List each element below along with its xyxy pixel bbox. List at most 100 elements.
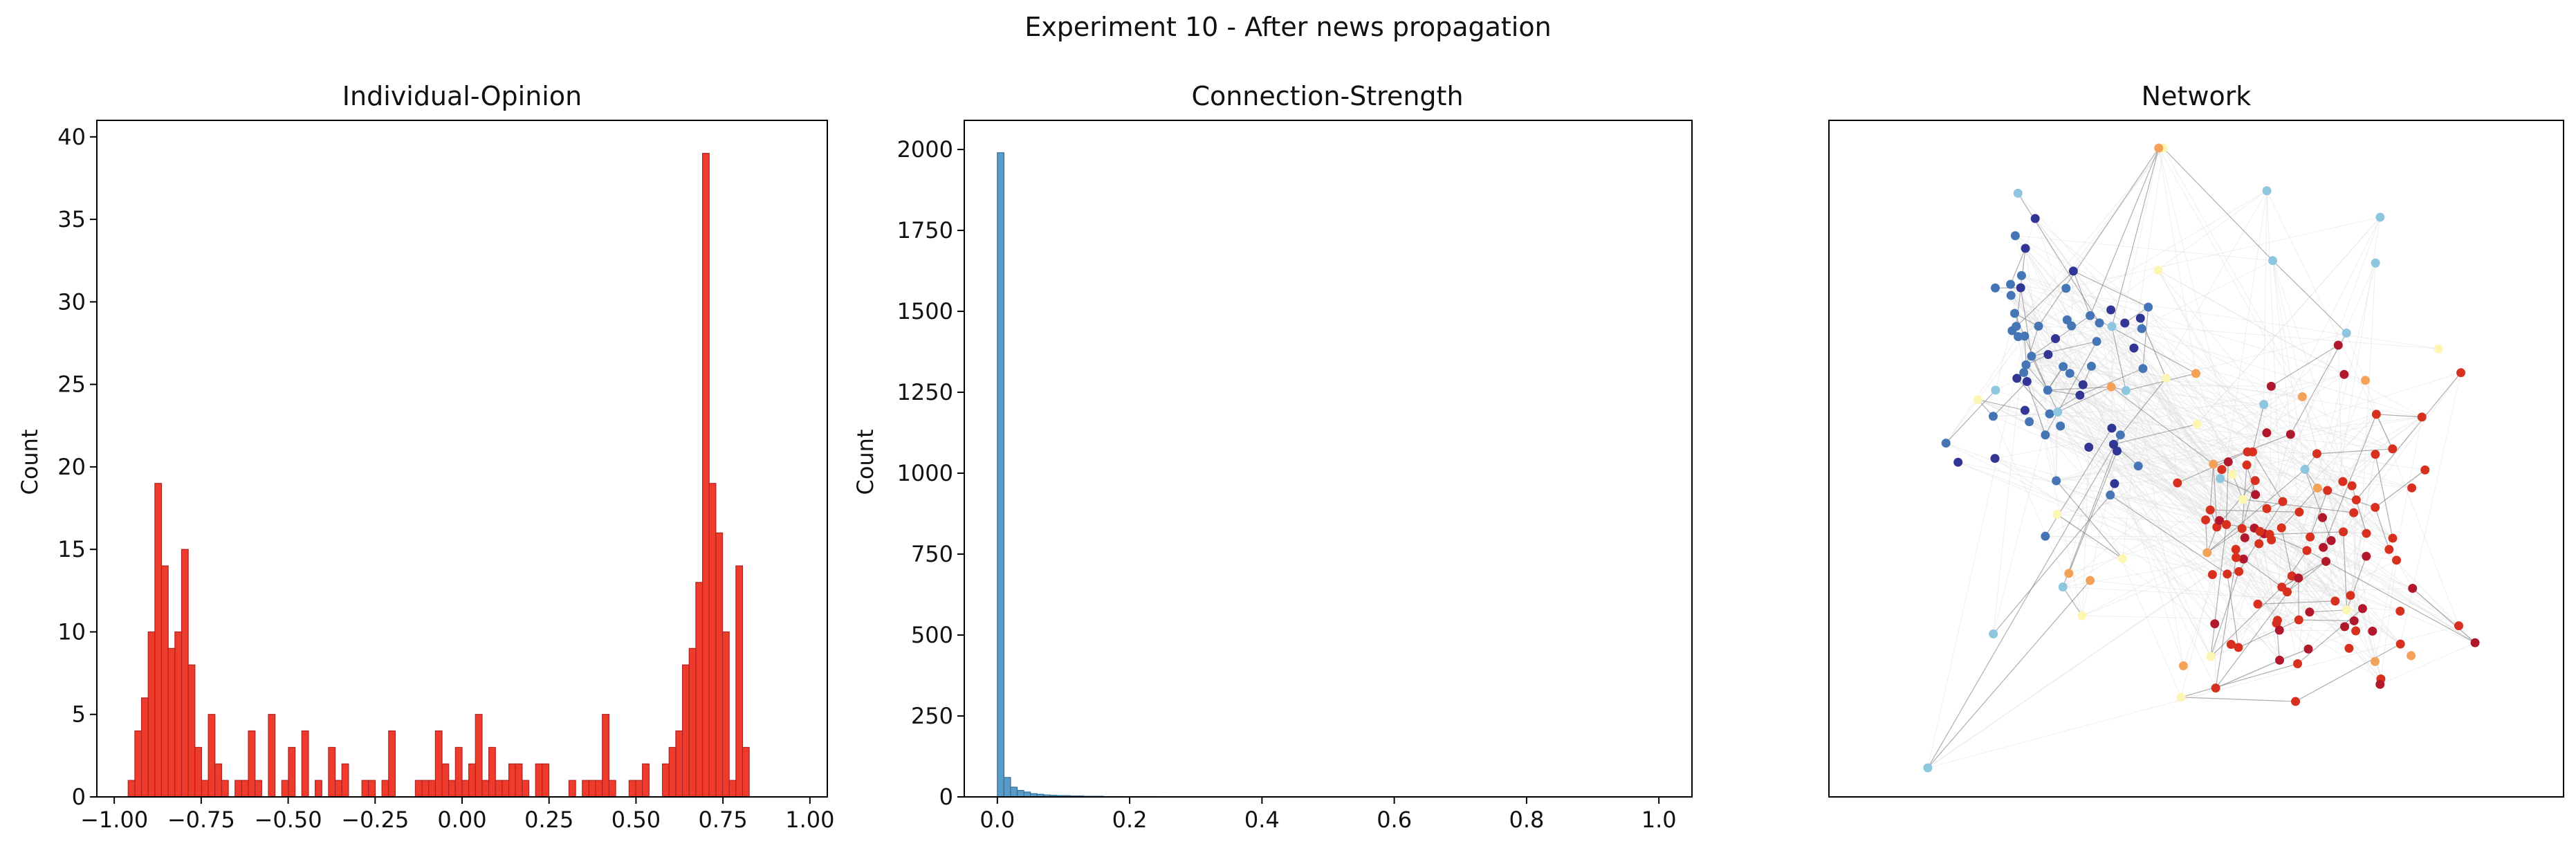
network-node <box>2030 214 2040 223</box>
network-background-edge <box>2124 322 2184 666</box>
network-node <box>2138 364 2148 374</box>
histogram-bar <box>414 780 423 798</box>
histogram-bar <box>234 780 242 798</box>
histogram-bar <box>688 647 697 798</box>
network-node <box>2113 446 2122 456</box>
network-background-edge <box>2117 450 2218 528</box>
network-background-edge <box>2021 275 2142 329</box>
network-node <box>2014 332 2023 342</box>
network-node <box>2216 474 2225 484</box>
network-background-edge <box>2029 309 2111 422</box>
network-node <box>2340 622 2350 632</box>
network-node <box>2202 548 2212 558</box>
network-edge <box>2270 531 2344 535</box>
network-background-edge <box>2259 531 2401 645</box>
histogram-bar <box>1016 790 1024 798</box>
network-node <box>2407 651 2416 661</box>
network-background-edge <box>2355 630 2375 662</box>
network-edge <box>1993 495 2111 634</box>
y-tick-label: 30 <box>57 288 86 315</box>
network-background-edge <box>2180 574 2213 698</box>
network-node <box>2020 405 2030 415</box>
histogram-bar <box>608 780 616 798</box>
network-node <box>2050 334 2060 344</box>
network-background-edge <box>1993 416 2270 535</box>
histogram-bar <box>167 647 176 798</box>
network-node <box>1991 385 2000 395</box>
network-edge <box>2355 372 2462 501</box>
network-background-edge <box>2266 263 2376 509</box>
network-background-edge <box>2266 190 2282 528</box>
network-edge <box>2290 333 2347 435</box>
network-background-edge <box>2353 513 2357 632</box>
network-background-edge <box>2337 344 2344 532</box>
network-node <box>2231 544 2241 554</box>
network-node <box>1988 412 1998 421</box>
network-node <box>2121 386 2131 396</box>
network-edge <box>2310 490 2328 537</box>
network-background-edge <box>2110 495 2239 572</box>
network-node <box>2043 350 2053 360</box>
network-edge <box>2073 270 2149 308</box>
network-node <box>2266 381 2276 391</box>
network-background-edge <box>2380 642 2476 685</box>
network-node <box>2420 465 2430 475</box>
network-edge <box>2241 480 2256 529</box>
network-background-edge <box>2020 287 2216 688</box>
histogram-bar <box>288 746 296 798</box>
histogram-bar <box>134 730 142 798</box>
network-background-edge <box>2018 190 2267 338</box>
network-background-edge <box>2034 218 2135 349</box>
y-tick-label: 1000 <box>897 460 953 486</box>
network-node <box>2294 507 2304 517</box>
network-node <box>2154 143 2164 153</box>
network-node <box>2210 619 2220 629</box>
network-background-edge <box>2263 414 2377 534</box>
x-tick-label: −0.25 <box>341 807 409 833</box>
network-node <box>2278 497 2288 506</box>
network-background-edge <box>2124 322 2245 538</box>
panel-title-network: Network <box>2142 81 2252 111</box>
network-background-edge <box>2110 309 2233 475</box>
network-edge <box>2215 557 2237 688</box>
network-background-edge <box>2056 434 2291 481</box>
histogram-bar <box>488 746 496 798</box>
network-node <box>2025 417 2034 427</box>
histogram-bar <box>708 483 717 798</box>
network-background-edge <box>2010 284 2211 657</box>
network-edge <box>2306 550 2476 643</box>
network-node <box>1953 457 1963 467</box>
network-background-edge <box>2124 322 2344 533</box>
network-background-edge <box>2015 235 2273 261</box>
network-edge <box>2162 147 2274 261</box>
network-background-edge <box>2323 546 2476 643</box>
network-background-edge <box>2158 270 2390 550</box>
network-background-edge <box>1994 458 2298 664</box>
network-node <box>2347 481 2357 490</box>
histogram-bar <box>522 780 530 798</box>
histogram-bar <box>428 780 436 798</box>
network-node <box>2178 661 2188 670</box>
histogram-individual-opinion: Individual-Opinion Count −1.00 −0.75 −0.50… <box>17 81 834 833</box>
histogram-bar <box>268 714 276 798</box>
network-node <box>2339 527 2348 537</box>
network-edge <box>2062 434 2121 587</box>
network-node <box>2041 531 2050 541</box>
network-edge <box>2304 469 2332 541</box>
network-background-edge <box>2025 248 2057 481</box>
network-edge <box>2225 461 2229 525</box>
network-background-edge <box>1978 399 2459 627</box>
network-node <box>2135 313 2145 323</box>
network-node <box>2234 567 2244 576</box>
network-node <box>2294 615 2303 625</box>
network-node <box>2065 369 2074 378</box>
network-background-edge <box>2210 453 2317 657</box>
network-node <box>2262 186 2272 196</box>
network-background-edge <box>2374 416 2422 662</box>
network-node <box>2242 460 2252 470</box>
network-node <box>2312 449 2321 459</box>
network-edge <box>2281 561 2326 588</box>
network-background-edge <box>2140 318 2393 450</box>
network-background-edge <box>2047 389 2213 575</box>
network-edge <box>2111 326 2126 391</box>
